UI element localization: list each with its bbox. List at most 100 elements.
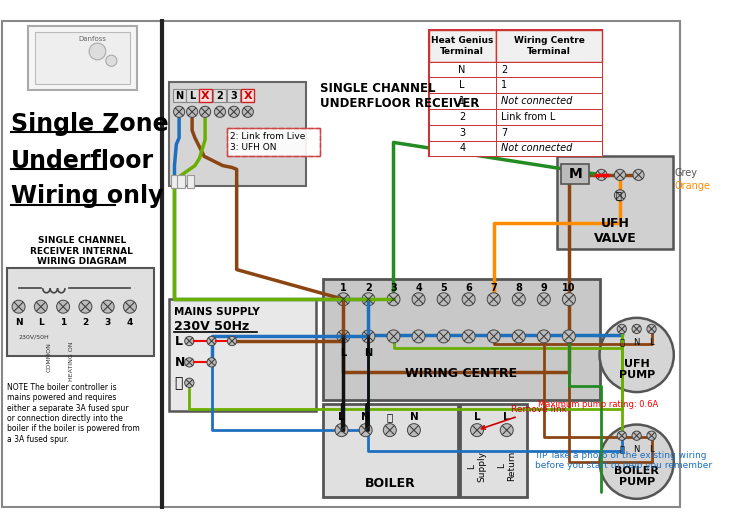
Circle shape — [184, 378, 194, 388]
Circle shape — [362, 330, 375, 343]
Text: NOTE The boiler controller is
mains powered and requires
either a separate 3A fu: NOTE The boiler controller is mains powe… — [7, 383, 140, 444]
Text: 3: 3 — [390, 283, 397, 293]
Circle shape — [207, 336, 216, 346]
Text: BOILER: BOILER — [365, 477, 415, 489]
Circle shape — [57, 300, 70, 313]
Bar — [429, 30, 495, 62]
Circle shape — [617, 431, 626, 440]
Circle shape — [387, 293, 400, 306]
Text: 9: 9 — [540, 283, 548, 293]
Text: 1: 1 — [501, 80, 507, 90]
Text: ⏚: ⏚ — [620, 338, 624, 347]
Text: ⏚: ⏚ — [615, 190, 621, 200]
Circle shape — [647, 431, 656, 440]
Bar — [562, 164, 589, 184]
Text: Single Zone: Single Zone — [11, 112, 169, 136]
Bar — [323, 404, 458, 497]
Circle shape — [537, 330, 551, 343]
Text: Grey: Grey — [675, 168, 698, 178]
Text: Orange: Orange — [675, 181, 711, 191]
Text: 2: Link from Live
3: UFH ON: 2: Link from Live 3: UFH ON — [230, 132, 306, 152]
Circle shape — [512, 293, 526, 306]
Text: ⏚: ⏚ — [620, 445, 624, 454]
Text: Wiring only: Wiring only — [11, 184, 164, 208]
Text: Remove link: Remove link — [481, 404, 567, 429]
Circle shape — [184, 336, 194, 346]
Bar — [460, 404, 527, 497]
Bar — [35, 32, 130, 84]
Text: 4: 4 — [126, 318, 133, 327]
Bar — [169, 82, 306, 186]
Circle shape — [173, 106, 184, 117]
Text: Maximum pump rating: 0.6A: Maximum pump rating: 0.6A — [538, 400, 659, 409]
Circle shape — [633, 169, 644, 181]
Text: 4: 4 — [415, 283, 422, 293]
Bar — [7, 268, 154, 356]
Text: 1: 1 — [340, 283, 347, 293]
Text: L: L — [338, 412, 345, 422]
Bar — [495, 93, 602, 109]
Text: PUMP: PUMP — [619, 370, 655, 380]
Bar — [495, 30, 602, 62]
Bar — [429, 62, 495, 78]
Bar — [323, 279, 600, 400]
Bar — [429, 93, 495, 109]
Bar — [187, 175, 194, 188]
Text: L
Return: L Return — [497, 450, 517, 481]
Text: 230V 50Hz: 230V 50Hz — [174, 319, 250, 333]
Text: Wiring Centre
Terminal: Wiring Centre Terminal — [514, 36, 584, 55]
Text: L: L — [459, 80, 465, 90]
Text: N: N — [174, 356, 185, 369]
Text: 3: 3 — [459, 128, 465, 138]
Circle shape — [243, 106, 254, 117]
Bar — [186, 89, 198, 101]
Text: 1: 1 — [459, 96, 465, 106]
Circle shape — [537, 293, 551, 306]
Circle shape — [487, 330, 501, 343]
Circle shape — [229, 106, 240, 117]
Bar — [169, 299, 315, 411]
Text: N: N — [362, 412, 370, 422]
Bar — [429, 78, 495, 93]
Circle shape — [632, 324, 642, 334]
Text: TIP Take a photo of the existing wiring
before you start to help you remember: TIP Take a photo of the existing wiring … — [534, 450, 711, 470]
Text: 10: 10 — [562, 283, 576, 293]
Text: UFH
VALVE: UFH VALVE — [593, 216, 637, 244]
Circle shape — [562, 293, 576, 306]
Bar — [429, 30, 602, 156]
Text: X: X — [201, 91, 209, 101]
Circle shape — [462, 330, 476, 343]
Text: Underfloor: Underfloor — [11, 149, 154, 173]
Text: ⏚: ⏚ — [387, 412, 393, 422]
Circle shape — [101, 300, 114, 313]
Bar — [28, 26, 137, 90]
Text: L: L — [503, 412, 510, 422]
Text: 2: 2 — [82, 318, 88, 327]
Text: N: N — [634, 445, 640, 454]
Bar — [495, 125, 602, 140]
Circle shape — [362, 293, 375, 306]
Text: SINGLE CHANNEL
RECEIVER INTERNAL
WIRING DIAGRAM: SINGLE CHANNEL RECEIVER INTERNAL WIRING … — [30, 236, 133, 266]
Bar — [177, 175, 184, 188]
Text: N: N — [634, 338, 640, 347]
Text: 7: 7 — [490, 283, 497, 293]
Bar — [495, 78, 602, 93]
Text: UFH: UFH — [624, 359, 650, 369]
Text: 3: 3 — [231, 91, 237, 101]
Circle shape — [562, 330, 576, 343]
Text: SINGLE CHANNEL
UNDERFLOOR RECEIVER: SINGLE CHANNEL UNDERFLOOR RECEIVER — [320, 82, 479, 110]
Bar — [429, 109, 495, 125]
Text: 1: 1 — [60, 318, 66, 327]
Circle shape — [512, 330, 526, 343]
Circle shape — [614, 169, 625, 181]
Circle shape — [437, 293, 450, 306]
Circle shape — [12, 300, 25, 313]
Text: ⏚: ⏚ — [174, 376, 183, 390]
Bar — [495, 109, 602, 125]
Circle shape — [123, 300, 137, 313]
Circle shape — [335, 423, 348, 437]
Circle shape — [437, 330, 450, 343]
Bar — [495, 62, 602, 78]
Bar — [173, 89, 186, 101]
Circle shape — [337, 293, 350, 306]
